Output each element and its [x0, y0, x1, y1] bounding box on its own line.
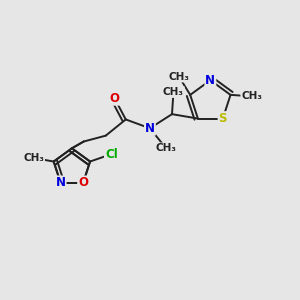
Text: N: N [56, 176, 66, 189]
Text: N: N [145, 122, 155, 135]
Text: CH₃: CH₃ [241, 91, 262, 101]
Text: O: O [110, 92, 120, 105]
Text: CH₃: CH₃ [156, 143, 177, 153]
Text: O: O [78, 176, 88, 189]
Text: N: N [206, 74, 215, 87]
Text: CH₃: CH₃ [163, 87, 184, 97]
Text: CH₃: CH₃ [169, 72, 190, 82]
Text: S: S [219, 112, 227, 125]
Text: CH₃: CH₃ [23, 153, 44, 163]
Text: Cl: Cl [105, 148, 118, 161]
